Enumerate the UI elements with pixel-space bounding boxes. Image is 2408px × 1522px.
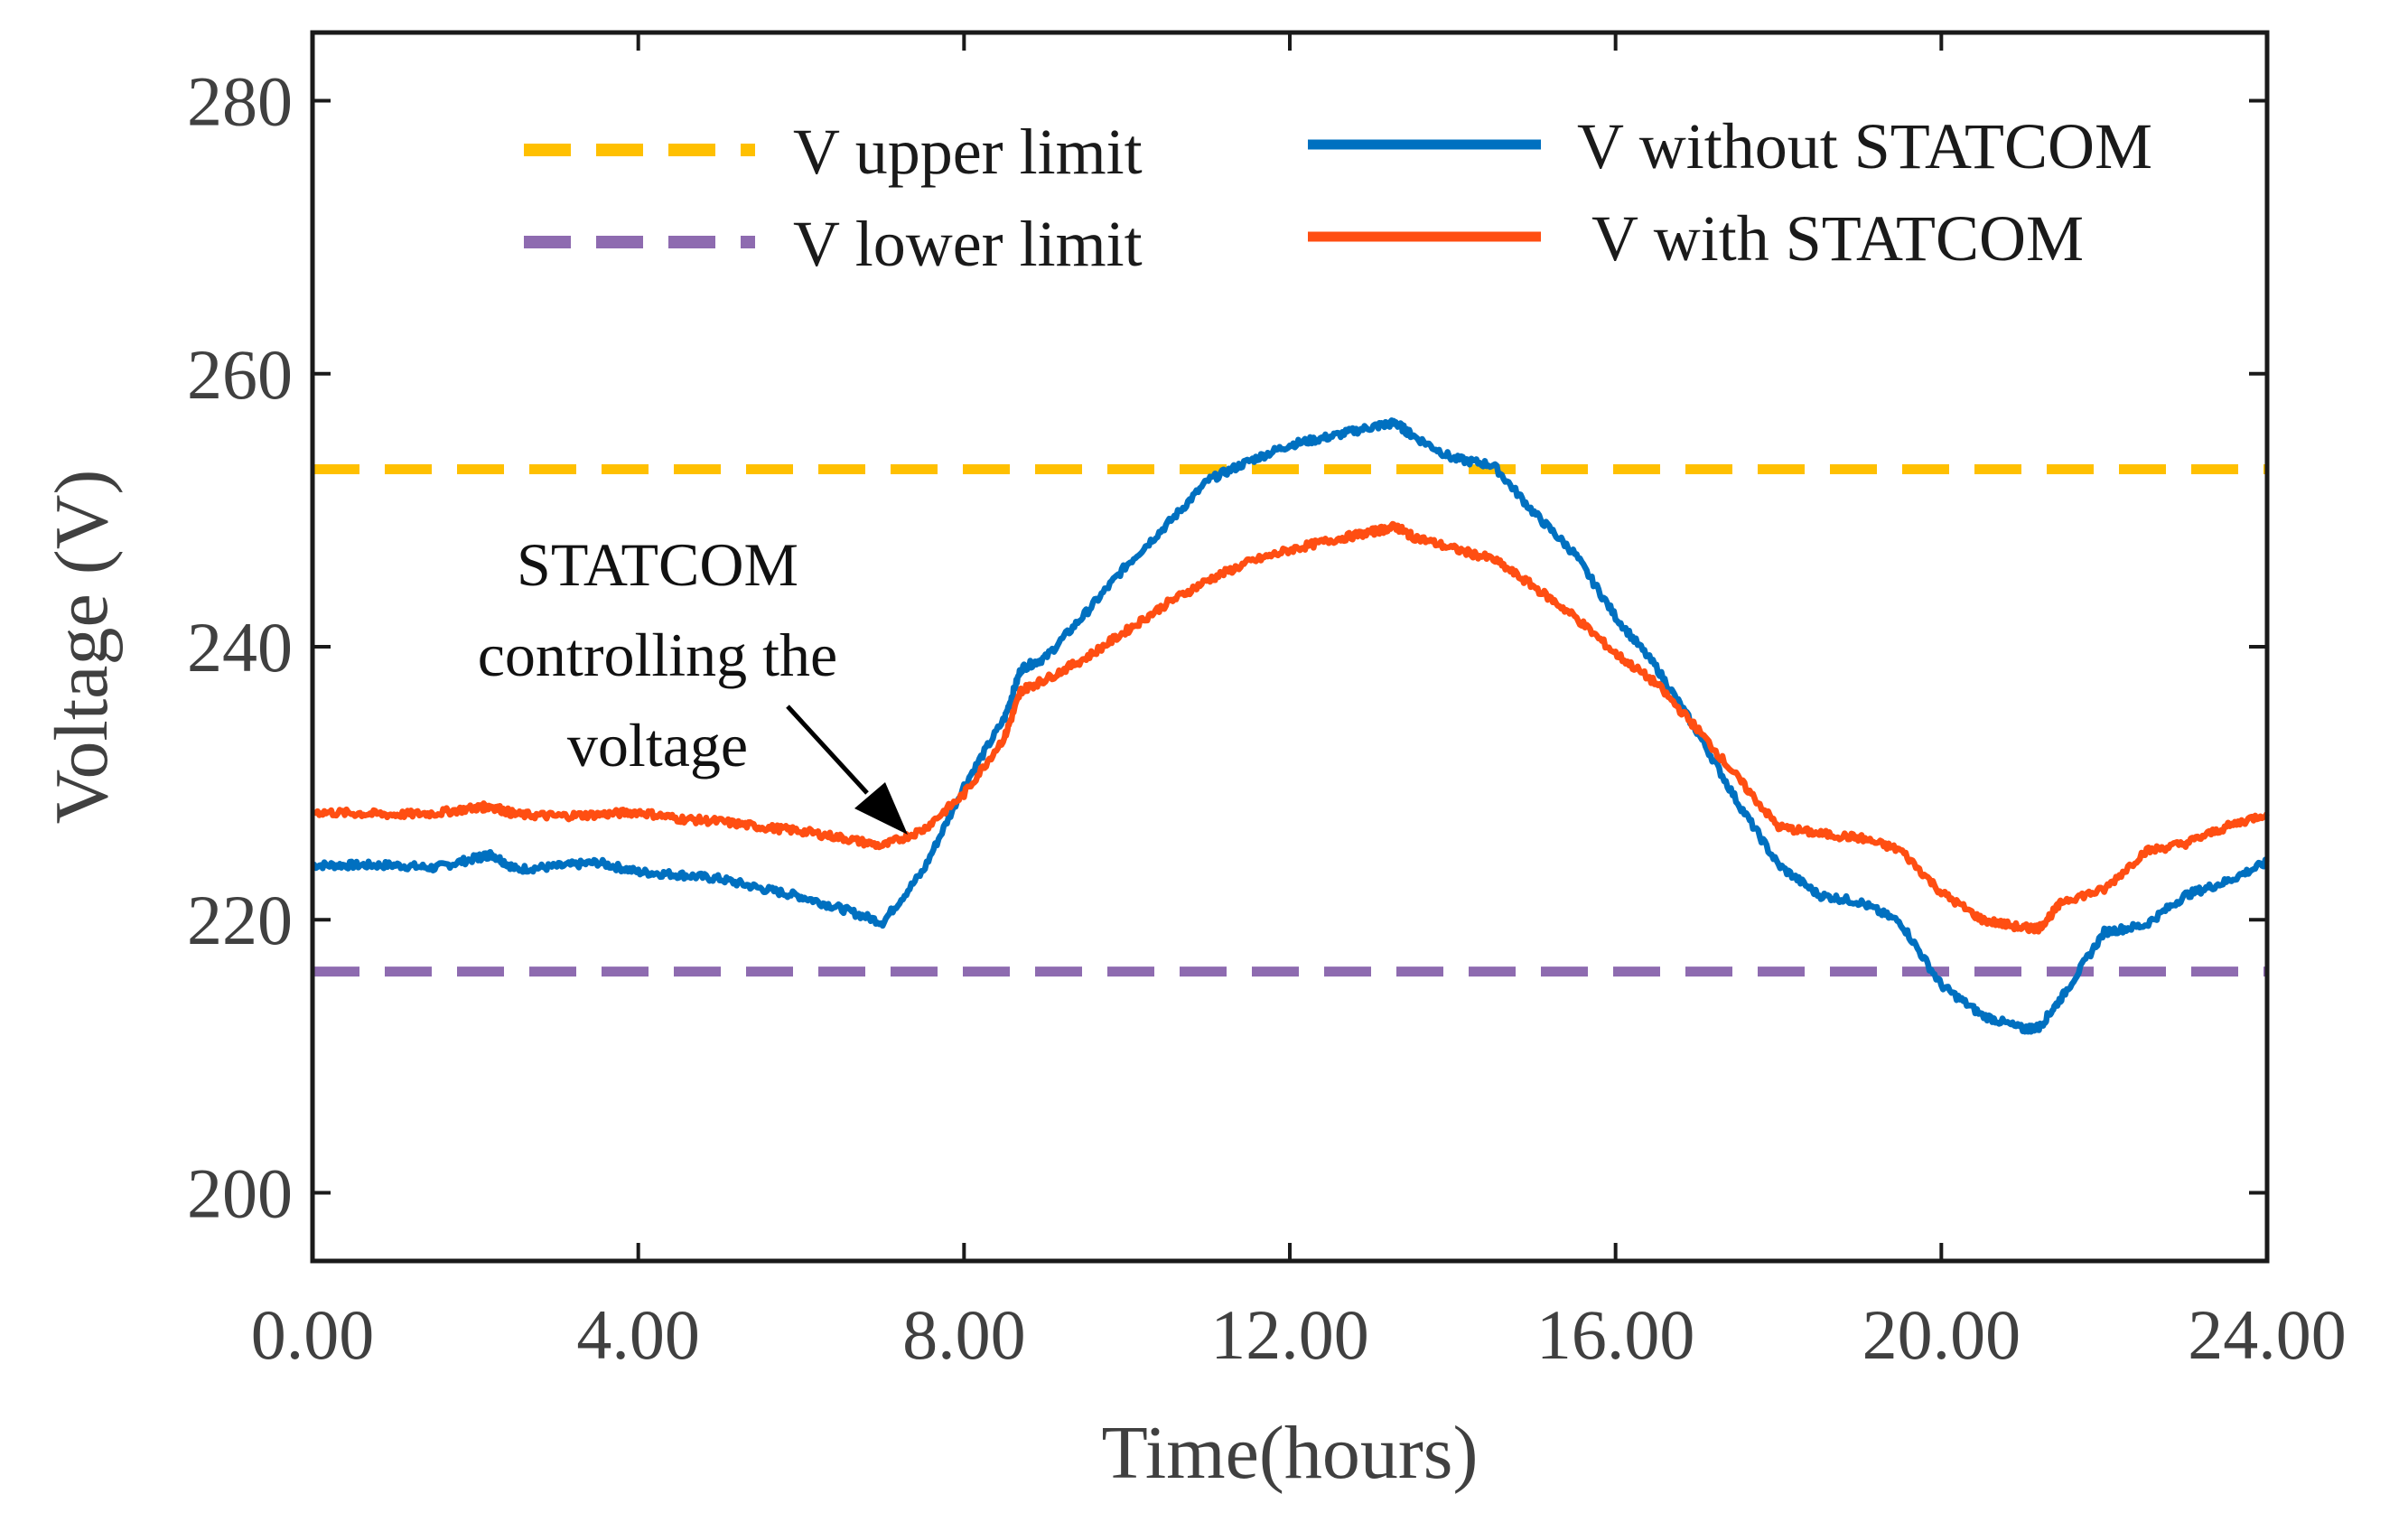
y-tick-label: 280 bbox=[187, 62, 293, 141]
annotation: STATCOM controlling the voltage bbox=[478, 530, 908, 835]
plot-lines bbox=[311, 417, 2270, 1035]
x-tick-label: 0.00 bbox=[251, 1295, 375, 1374]
x-axis-title: Time(hours) bbox=[1102, 1411, 1479, 1495]
legend-label-with-statcom: V with STATCOM bbox=[1591, 202, 2084, 275]
x-tick-label: 4.00 bbox=[576, 1295, 700, 1374]
annotation-line-1: STATCOM bbox=[517, 530, 798, 599]
annotation-line-3: voltage bbox=[567, 711, 748, 780]
x-tick-label: 8.00 bbox=[902, 1295, 1026, 1374]
annotation-arrow-shaft bbox=[786, 705, 869, 795]
x-tick-label: 16.00 bbox=[1536, 1295, 1695, 1374]
y-axis-title: Voltage (V) bbox=[40, 470, 124, 825]
axis-tick-labels: 0.00 4.00 8.00 12.00 16.00 20.00 24.00 200 220 24… bbox=[187, 62, 2347, 1374]
y-tick-label: 220 bbox=[187, 881, 293, 959]
legend-label-without-statcom: V without STATCOM bbox=[1577, 110, 2152, 182]
legend: V upper limit V lower limit V without ST… bbox=[524, 110, 2152, 280]
y-tick-label: 200 bbox=[187, 1153, 293, 1232]
axis-ticks bbox=[311, 33, 2269, 1261]
y-tick-label: 240 bbox=[187, 608, 293, 686]
annotation-arrow-head bbox=[854, 782, 908, 835]
x-tick-label: 24.00 bbox=[2188, 1295, 2347, 1374]
series-without-statcom bbox=[311, 417, 2270, 1035]
annotation-line-2: controlling the bbox=[478, 621, 837, 689]
legend-label-upper-limit: V upper limit bbox=[793, 116, 1143, 188]
x-tick-label: 12.00 bbox=[1210, 1295, 1369, 1374]
series-with-statcom bbox=[311, 520, 2270, 935]
legend-label-lower-limit: V lower limit bbox=[793, 208, 1143, 280]
x-tick-label: 20.00 bbox=[1862, 1295, 2021, 1374]
y-tick-label: 260 bbox=[187, 335, 293, 414]
